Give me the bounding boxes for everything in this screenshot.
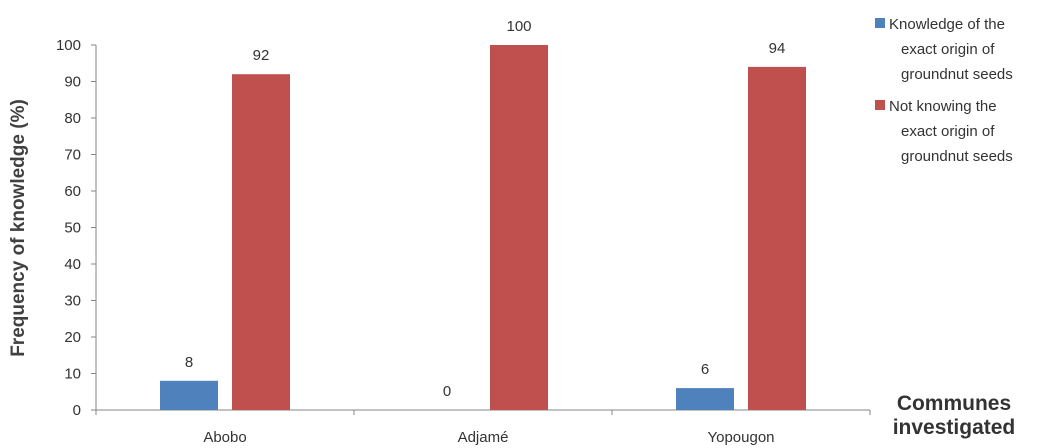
bar-not-knowing-0 xyxy=(232,74,290,410)
y-tick-label: 80 xyxy=(64,110,81,127)
data-labels: 8 0 6 92 100 94 xyxy=(185,18,786,400)
x-tick-label: Adjamé xyxy=(458,429,509,446)
data-label: 8 xyxy=(185,354,193,371)
x-tick-label: Yopougon xyxy=(707,429,774,446)
y-tick-label: 90 xyxy=(64,74,81,91)
bar-knowledge-0 xyxy=(160,380,218,410)
y-tick-label: 0 xyxy=(73,402,81,419)
legend-label: Not knowing the xyxy=(889,98,997,115)
legend: Knowledge of the exact origin of groundnut… xyxy=(875,16,1013,165)
legend-label: groundnut seeds xyxy=(901,66,1013,83)
data-label: 0 xyxy=(443,383,451,400)
y-tick-label: 100 xyxy=(56,37,81,54)
data-label: 100 xyxy=(506,18,531,35)
y-tick-label: 40 xyxy=(64,256,81,273)
legend-label: Knowledge of the xyxy=(889,16,1005,33)
y-tick-label: 10 xyxy=(64,366,81,383)
bar-knowledge-2 xyxy=(676,388,734,410)
legend-swatch xyxy=(875,18,885,28)
legend-label: groundnut seeds xyxy=(901,148,1013,165)
y-tick-label: 20 xyxy=(64,329,81,346)
bar-not-knowing-1 xyxy=(490,45,548,410)
x-tick-label: Abobo xyxy=(203,429,246,446)
legend-label: exact origin of xyxy=(901,41,995,58)
x-axis-title-line: investigated xyxy=(893,416,1016,439)
x-axis-title-line: Communes xyxy=(897,392,1011,415)
y-tick-label: 70 xyxy=(64,147,81,164)
y-tick-label: 50 xyxy=(64,220,81,237)
legend-label: exact origin of xyxy=(901,123,995,140)
data-label: 6 xyxy=(701,361,709,378)
data-label: 94 xyxy=(769,40,786,57)
y-tick-label: 60 xyxy=(64,183,81,200)
legend-swatch xyxy=(875,100,885,110)
data-label: 92 xyxy=(253,47,270,64)
y-axis-title: Frequency of knowledge (%) xyxy=(8,99,29,357)
bar-not-knowing-2 xyxy=(748,66,806,411)
bars xyxy=(160,45,806,411)
y-tick-label: 30 xyxy=(64,293,81,310)
